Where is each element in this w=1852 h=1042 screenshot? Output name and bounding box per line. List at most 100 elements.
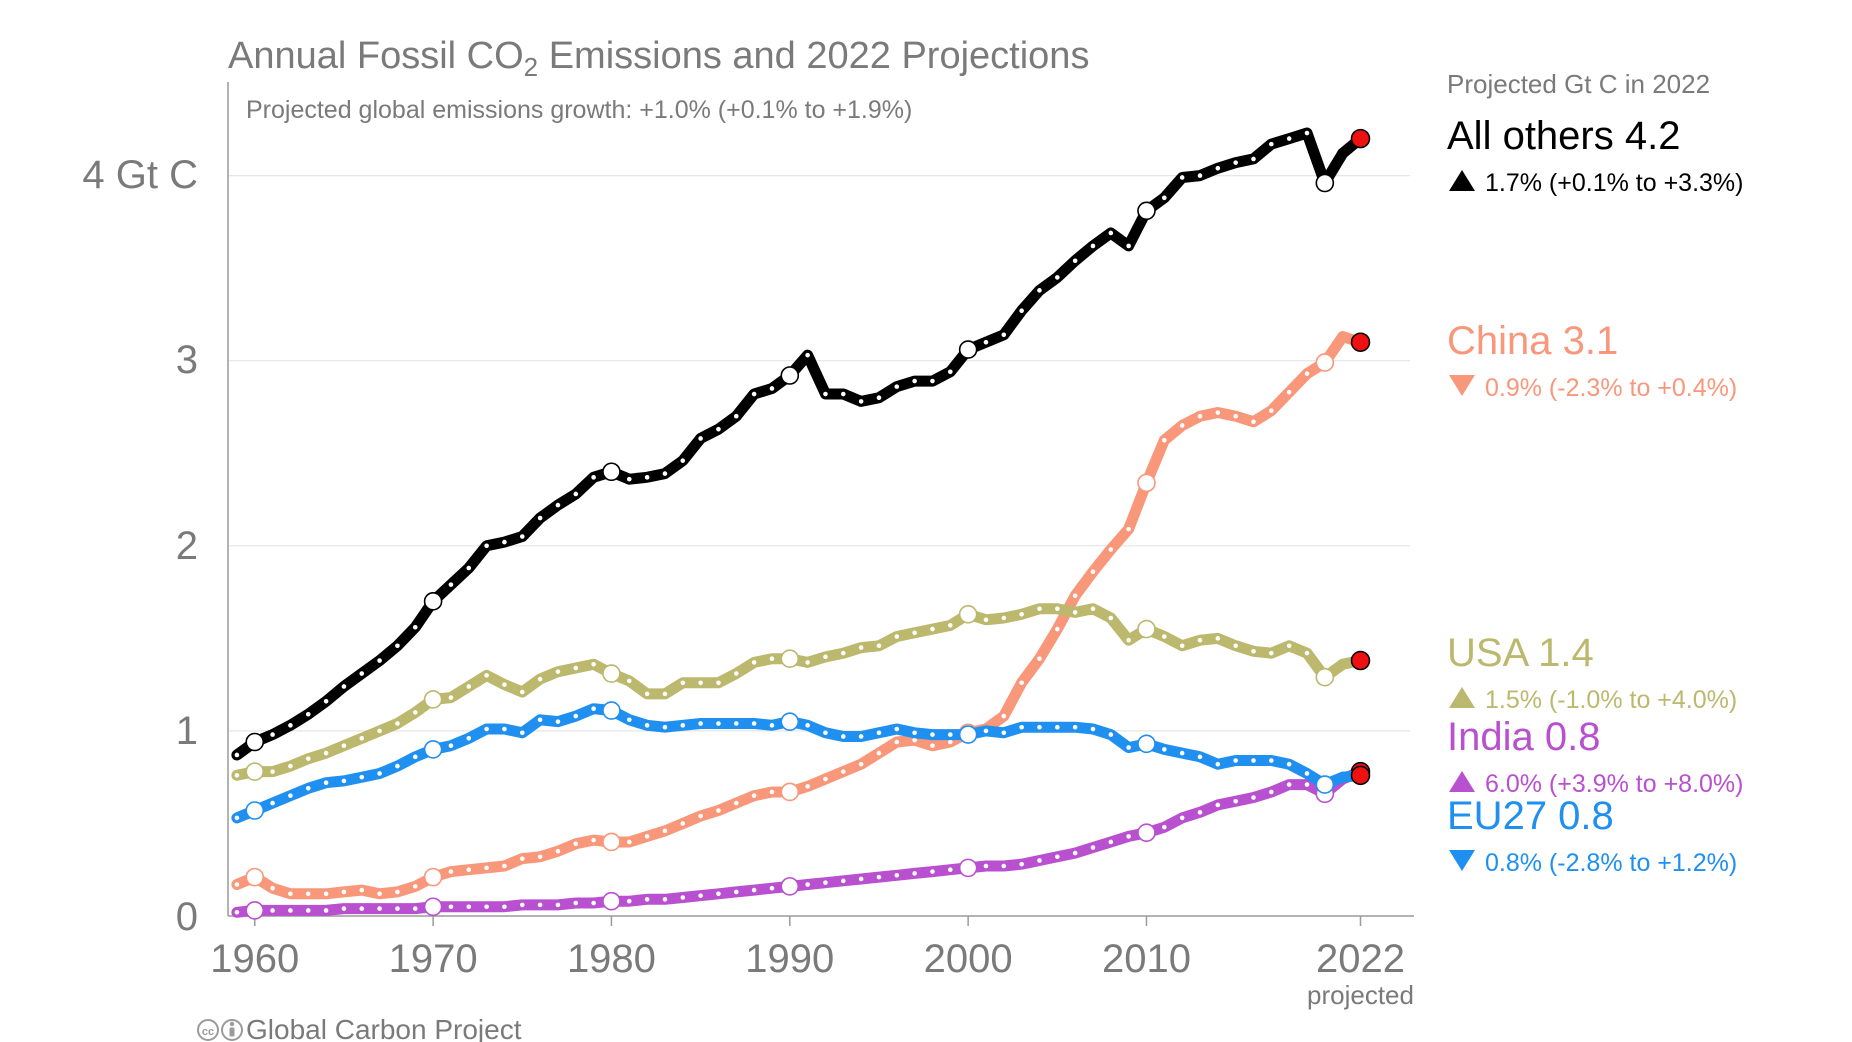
data-point-all-others-1983 xyxy=(662,471,668,476)
data-point-india-1995 xyxy=(876,874,882,880)
legend-change-eu27: 0.8% (-2.8% to +1.2%) xyxy=(1485,849,1737,877)
decade-marker-china-2010 xyxy=(1137,473,1156,493)
data-point-china-1965 xyxy=(341,889,347,895)
data-point-all-others-1973 xyxy=(484,543,489,549)
projected-point-china xyxy=(1350,332,1371,352)
legend-label-india: India 0.8 xyxy=(1447,715,1600,759)
data-point-all-others-2017 xyxy=(1269,141,1274,147)
data-point-all-others-1968 xyxy=(395,643,400,649)
chart-title-prefix: Annual Fossil CO xyxy=(228,35,524,77)
data-point-china-1966 xyxy=(359,887,365,893)
data-point-china-2012 xyxy=(1179,423,1185,428)
data-point-eu27-1964 xyxy=(323,780,329,786)
data-point-eu27-1989 xyxy=(769,723,775,728)
data-point-india-1983 xyxy=(662,897,668,902)
data-point-eu27-1986 xyxy=(716,721,721,726)
y-tick-label-2: 2 xyxy=(176,524,198,568)
data-point-all-others-2004 xyxy=(1037,288,1042,293)
data-point-china-1996 xyxy=(894,739,900,745)
data-point-eu27-2015 xyxy=(1233,758,1238,763)
data-point-usa-1962 xyxy=(288,763,293,769)
data-point-india-1977 xyxy=(555,902,561,908)
data-point-india-1965 xyxy=(341,906,347,911)
data-point-china-2017 xyxy=(1269,408,1274,413)
data-point-china-2009 xyxy=(1126,526,1131,532)
data-point-eu27-2018 xyxy=(1286,761,1292,767)
data-point-all-others-1996 xyxy=(894,384,900,389)
data-point-usa-2013 xyxy=(1197,637,1203,643)
data-point-eu27-1981 xyxy=(626,717,632,723)
decade-marker-india-1980 xyxy=(602,891,621,911)
data-point-india-2002 xyxy=(1001,863,1007,869)
data-point-eu27-1978 xyxy=(573,713,579,719)
legend-item-india: India 0.8 6.0% (+3.9% to +8.0%) xyxy=(1447,715,1743,798)
data-point-usa-1966 xyxy=(359,736,365,741)
data-point-eu27-2014 xyxy=(1215,761,1221,767)
cc-license-icon: cc xyxy=(197,1019,219,1041)
decade-marker-all-others-2010 xyxy=(1137,201,1156,221)
decade-marker-all-others-2020 xyxy=(1315,173,1335,193)
data-point-eu27-1996 xyxy=(894,726,900,732)
decade-marker-usa-2010 xyxy=(1137,619,1156,639)
data-point-india-2018 xyxy=(1286,782,1292,787)
decade-marker-eu27-1970 xyxy=(423,740,443,759)
data-point-all-others-2007 xyxy=(1090,243,1096,249)
data-point-india-1992 xyxy=(823,880,828,885)
data-point-eu27-1963 xyxy=(305,785,311,791)
data-point-india-1976 xyxy=(537,902,543,908)
data-point-china-1975 xyxy=(519,856,525,861)
data-point-india-1973 xyxy=(484,904,489,910)
data-point-china-1989 xyxy=(769,789,775,795)
data-point-india-1961 xyxy=(270,908,275,913)
data-point-india-1984 xyxy=(680,895,686,900)
data-point-india-2008 xyxy=(1108,839,1114,845)
data-point-usa-2017 xyxy=(1269,650,1274,656)
data-point-china-2015 xyxy=(1233,413,1238,419)
data-point-all-others-1979 xyxy=(591,475,596,480)
data-point-eu27-2005 xyxy=(1055,724,1060,730)
data-point-all-others-1998 xyxy=(930,378,935,384)
x-tick-label-1960: 1960 xyxy=(210,937,299,981)
decade-marker-china-2020 xyxy=(1315,353,1335,372)
data-point-all-others-1974 xyxy=(502,539,507,545)
data-point-eu27-2019 xyxy=(1304,771,1310,776)
data-point-usa-1976 xyxy=(537,676,543,682)
decade-marker-eu27-1980 xyxy=(602,701,621,720)
data-point-usa-1969 xyxy=(412,710,418,715)
data-point-usa-2009 xyxy=(1126,637,1131,643)
x-tick-label-2010: 2010 xyxy=(1102,937,1191,981)
decade-marker-china-1990 xyxy=(780,782,800,802)
data-point-eu27-1979 xyxy=(591,706,596,711)
data-point-usa-1991 xyxy=(805,660,810,665)
data-point-all-others-2015 xyxy=(1233,160,1238,165)
data-point-india-1963 xyxy=(305,908,311,913)
data-point-all-others-1965 xyxy=(341,684,347,689)
data-point-eu27-1969 xyxy=(412,754,418,760)
data-point-usa-2019 xyxy=(1304,650,1310,656)
data-point-usa-1981 xyxy=(626,678,632,684)
data-point-india-1989 xyxy=(769,885,775,891)
decade-marker-china-1970 xyxy=(423,867,443,887)
credit: cc Global Carbon Project xyxy=(197,1014,522,1042)
decade-marker-usa-1990 xyxy=(780,649,800,669)
data-point-all-others-1986 xyxy=(716,426,721,432)
data-point-india-2015 xyxy=(1233,798,1238,804)
data-point-china-2013 xyxy=(1197,413,1203,419)
y-tick-label-1: 1 xyxy=(176,709,198,753)
data-point-all-others-1984 xyxy=(680,458,686,463)
data-point-eu27-1965 xyxy=(341,778,347,784)
data-point-all-others-2019 xyxy=(1304,130,1310,136)
decade-marker-usa-2000 xyxy=(958,604,978,624)
data-point-eu27-1998 xyxy=(930,732,935,737)
data-point-usa-2007 xyxy=(1090,606,1096,612)
series-all-others xyxy=(231,127,1371,761)
legend-header: Projected Gt C in 2022 xyxy=(1447,69,1710,99)
data-point-eu27-2007 xyxy=(1090,726,1096,732)
data-point-usa-1974 xyxy=(502,682,507,687)
data-point-india-1986 xyxy=(716,891,721,897)
chart-title: Annual Fossil CO2 Emissions and 2022 Pro… xyxy=(228,35,1089,82)
data-point-eu27-1959 xyxy=(234,815,240,821)
data-point-all-others-2005 xyxy=(1055,275,1060,280)
decade-marker-eu27-2010 xyxy=(1137,734,1156,754)
